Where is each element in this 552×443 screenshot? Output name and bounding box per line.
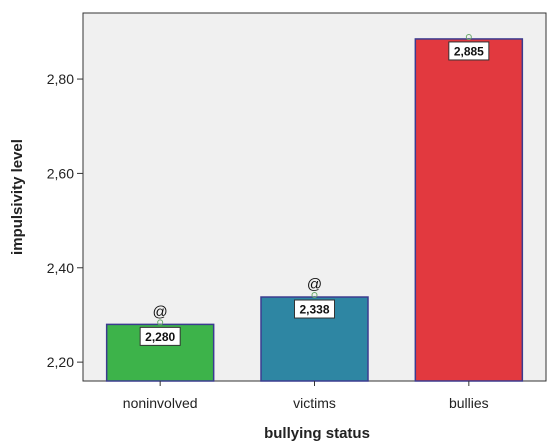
x-axis: noninvolved victims bullies [123, 381, 489, 411]
bar-top-marker [311, 292, 318, 299]
y-axis: 2,20 2,40 2,60 2,80 [47, 71, 83, 370]
data-label-box [294, 299, 335, 319]
bar-annotation: @ [153, 303, 168, 320]
x-tick-label: bullies [449, 395, 489, 411]
bar-top-marker [157, 319, 164, 326]
y-tick-label: 2,40 [47, 260, 74, 276]
data-label-box [448, 41, 490, 61]
y-tick-label: 2,80 [47, 71, 74, 87]
bars-group: 2,280 @ 2,338 @2,885 [105, 33, 524, 382]
data-label: 2,280 [145, 330, 175, 344]
data-label: 2,885 [454, 44, 484, 58]
data-label-box [139, 326, 181, 346]
x-axis-title: bullying status [264, 425, 370, 442]
bar-top-marker [465, 33, 472, 40]
y-tick-label: 2,20 [47, 354, 74, 370]
y-axis-title: impulsivity level [9, 139, 26, 255]
x-tick-label: victims [293, 395, 336, 411]
x-tick-label: noninvolved [123, 395, 198, 411]
bar-annotation: @ [307, 276, 322, 293]
y-tick-label: 2,60 [47, 165, 74, 181]
bar-bullies [414, 38, 524, 382]
data-label: 2,338 [299, 303, 329, 317]
